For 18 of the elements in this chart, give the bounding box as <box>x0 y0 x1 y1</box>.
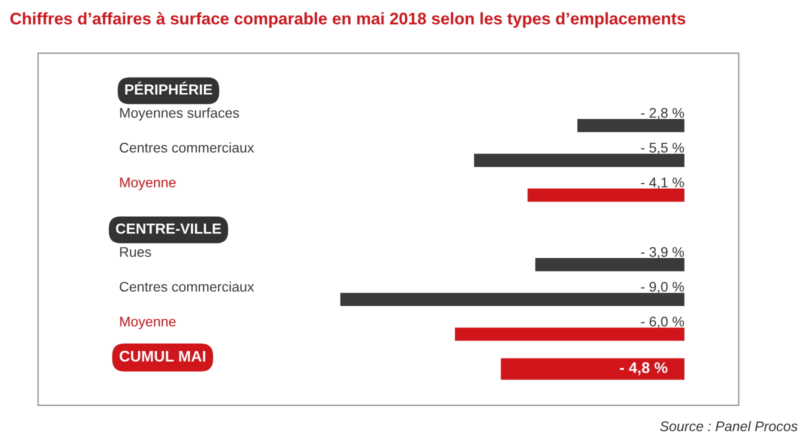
chart-title: Chiffres d’affaires à surface comparable en mai 2018 selon les types d’emplacements <box>10 12 686 28</box>
data-label: - 4,8 % <box>620 362 668 376</box>
text: CENTRE-VILLE <box>116 223 221 234</box>
y-tick-label: Rues <box>120 247 151 257</box>
y-tick-label: Moyennes surfaces <box>120 108 239 121</box>
text: PÉRIPHÉRIE <box>125 82 212 95</box>
source-note: Source : Panel Procos <box>660 421 798 432</box>
y-tick-label: Centres commerciaux <box>120 142 254 153</box>
data-label: - 2,8 % <box>641 108 684 120</box>
data-label: - 9,0 % <box>641 282 684 294</box>
y-tick-label: CUMUL MAI <box>120 350 206 362</box>
data-label: - 3,9 % <box>641 247 684 259</box>
y-tick-label: Moyenne <box>120 178 176 190</box>
y-tick-label: Moyenne <box>120 316 176 330</box>
y-tick-label: Centres commerciaux <box>120 281 254 292</box>
data-label: - 4,1 % <box>641 178 684 190</box>
data-label: - 6,0 % <box>641 316 684 328</box>
data-label: - 5,5 % <box>641 142 684 154</box>
